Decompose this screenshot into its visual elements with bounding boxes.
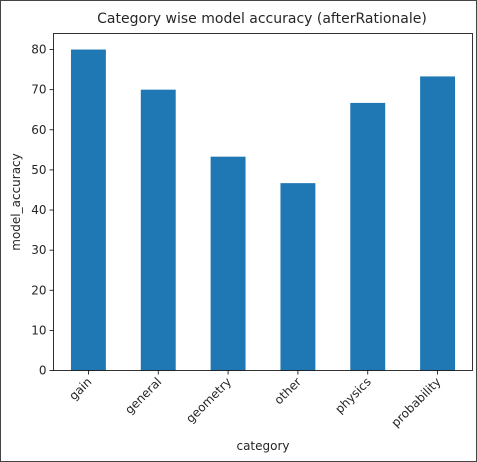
y-tick-label: 50: [31, 163, 46, 177]
y-tick-label: 70: [31, 83, 46, 97]
y-axis-ticks: 0 10 20 30 40 50 60 70 80: [31, 43, 54, 378]
plot-area-frame: [53, 33, 473, 371]
y-tick-label: 60: [31, 123, 46, 137]
x-axis-label: category: [236, 439, 289, 453]
y-tick-label: 10: [31, 323, 46, 337]
y-tick-label: 30: [31, 243, 46, 257]
x-tick-label: probability: [389, 375, 444, 430]
chart-title: Category wise model accuracy (afterRatio…: [97, 11, 427, 27]
bar-general: [140, 89, 176, 371]
x-tick-label: physics: [332, 375, 374, 417]
bar-probability: [420, 76, 456, 371]
y-axis-label: model_accuracy: [9, 153, 23, 251]
y-tick-label: 20: [31, 283, 46, 297]
y-tick-label: 0: [39, 364, 47, 378]
bar-geometry: [210, 156, 246, 371]
x-tick-label: gain: [66, 375, 94, 403]
bars-group: [70, 49, 456, 371]
y-tick-label: 40: [31, 203, 46, 217]
bar-physics: [350, 102, 386, 371]
x-axis-ticks: gain general geometry other physics probabili…: [66, 370, 444, 430]
x-tick-label: general: [122, 375, 164, 417]
y-tick-label: 80: [31, 43, 46, 57]
bar-other: [280, 183, 316, 371]
x-tick-label: other: [272, 375, 305, 408]
bar-gain: [70, 49, 106, 371]
x-tick-label: geometry: [183, 375, 234, 426]
